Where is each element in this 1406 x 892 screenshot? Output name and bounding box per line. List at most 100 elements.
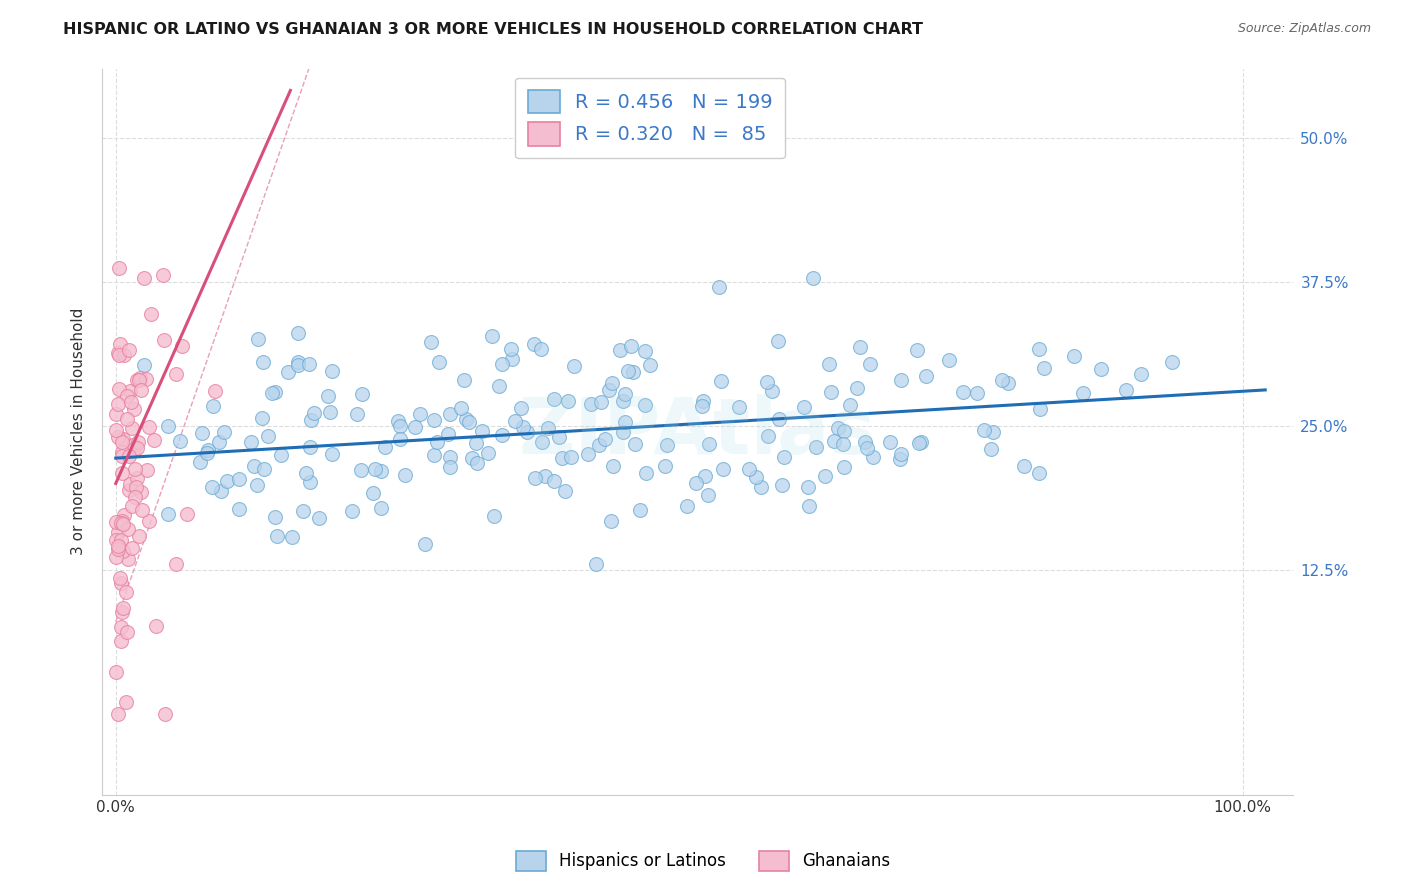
Point <box>111 544 134 558</box>
Point <box>439 450 461 464</box>
Point <box>524 471 547 485</box>
Point <box>250 410 273 425</box>
Point <box>533 469 555 483</box>
Point <box>612 425 634 440</box>
Point <box>107 346 129 360</box>
Point <box>581 397 603 411</box>
Point <box>695 469 717 483</box>
Point <box>427 355 450 369</box>
Point <box>298 475 321 489</box>
Point <box>801 271 824 285</box>
Point <box>890 373 912 387</box>
Point <box>115 585 138 599</box>
Point <box>243 459 266 474</box>
Point <box>298 357 321 371</box>
Point <box>439 459 461 474</box>
Point <box>530 342 553 356</box>
Point <box>201 480 224 494</box>
Point <box>612 393 634 408</box>
Point <box>188 455 211 469</box>
Point <box>387 413 409 427</box>
Point <box>121 541 143 555</box>
Point <box>107 542 129 557</box>
Point <box>125 471 148 485</box>
Point <box>481 329 503 343</box>
Point <box>263 509 285 524</box>
Point <box>465 456 488 470</box>
Point <box>981 425 1004 440</box>
Point <box>107 525 129 540</box>
Point <box>512 419 534 434</box>
Point <box>655 438 678 452</box>
Point <box>197 442 219 457</box>
Point <box>302 406 325 420</box>
Point <box>370 464 392 478</box>
Point <box>600 514 623 528</box>
Point <box>295 467 318 481</box>
Point <box>308 511 330 525</box>
Point <box>138 419 160 434</box>
Point <box>890 447 912 461</box>
Point <box>111 445 134 459</box>
Point <box>152 268 174 283</box>
Point <box>756 375 779 389</box>
Point <box>654 459 676 474</box>
Point <box>499 342 522 356</box>
Point <box>111 466 134 480</box>
Point <box>557 393 579 408</box>
Point <box>980 442 1002 457</box>
Point <box>450 401 472 415</box>
Point <box>554 483 576 498</box>
Point <box>128 373 150 387</box>
Point <box>108 539 131 553</box>
Point <box>318 389 340 403</box>
Point <box>112 348 135 362</box>
Point <box>124 442 146 457</box>
Legend: R = 0.456   N = 199, R = 0.320   N =  85: R = 0.456 N = 199, R = 0.320 N = 85 <box>515 78 785 158</box>
Point <box>593 432 616 446</box>
Point <box>832 424 855 438</box>
Point <box>770 478 793 492</box>
Point <box>1012 458 1035 473</box>
Point <box>252 354 274 368</box>
Point <box>426 435 449 450</box>
Point <box>215 474 238 488</box>
Point <box>551 450 574 465</box>
Point <box>952 384 974 399</box>
Point <box>165 558 187 572</box>
Point <box>388 432 411 446</box>
Point <box>104 407 127 421</box>
Point <box>165 367 187 381</box>
Point <box>107 539 129 553</box>
Point <box>491 428 513 442</box>
Point <box>117 522 139 536</box>
Point <box>153 333 176 347</box>
Point <box>245 478 267 492</box>
Point <box>104 515 127 529</box>
Point <box>914 369 936 384</box>
Point <box>201 399 224 413</box>
Point <box>634 398 657 412</box>
Point <box>110 533 132 547</box>
Point <box>576 447 599 461</box>
Point <box>419 334 441 349</box>
Point <box>111 435 134 450</box>
Point <box>122 401 145 416</box>
Point <box>543 392 565 406</box>
Point <box>115 389 138 403</box>
Point <box>531 435 554 450</box>
Point <box>195 446 218 460</box>
Point <box>228 502 250 516</box>
Point <box>620 339 643 353</box>
Point <box>491 357 513 371</box>
Point <box>797 480 820 494</box>
Point <box>270 448 292 462</box>
Point <box>321 447 343 461</box>
Point <box>118 483 141 497</box>
Point <box>758 429 780 443</box>
Point <box>436 426 458 441</box>
Point <box>616 363 638 377</box>
Point <box>121 499 143 513</box>
Point <box>465 436 488 450</box>
Point <box>404 419 426 434</box>
